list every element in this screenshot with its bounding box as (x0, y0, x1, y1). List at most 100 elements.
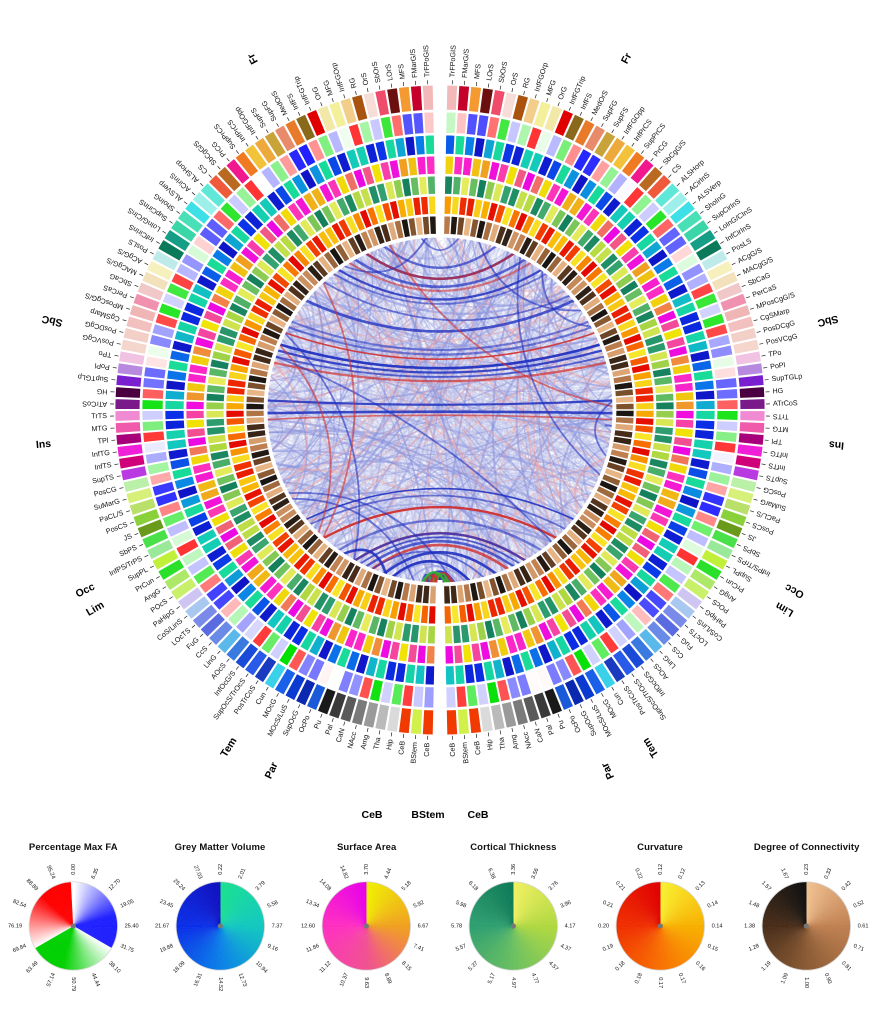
metric-segment (651, 217, 675, 240)
lobe-group-label: Par (263, 760, 281, 780)
metric-segment (286, 201, 305, 222)
legend-tick-label: 23.45 (158, 899, 173, 910)
region-label: Hip (484, 739, 494, 751)
legend-tick-label: 0.90 (823, 972, 833, 984)
region-label: JS (746, 532, 757, 544)
metric-segment (267, 313, 288, 329)
metric-segment (326, 155, 343, 178)
metric-segment (640, 276, 661, 294)
legend-tick-label: 14.08 (318, 878, 332, 892)
metric-segment (620, 245, 641, 265)
metric-segment (599, 549, 619, 568)
metric-segment (414, 216, 424, 236)
metric-segment (414, 135, 426, 156)
legend-tick-label: 0.33 (824, 868, 834, 880)
metric-segment (614, 238, 635, 258)
metric-segment (302, 608, 320, 629)
metric-segment (520, 214, 536, 235)
metric-segment (479, 640, 492, 661)
metric-segment (396, 601, 408, 622)
region-segment (263, 661, 287, 690)
metric-segment (173, 330, 196, 345)
region-segment (583, 667, 607, 696)
region-segment (726, 315, 755, 334)
metric-segment (230, 453, 251, 465)
metric-segment (205, 544, 228, 564)
metric-segment (287, 547, 306, 566)
region-label: CaN (334, 727, 347, 743)
region-segment (637, 165, 664, 193)
region-segment (216, 165, 243, 193)
metric-segment (521, 171, 537, 192)
metric-segment (235, 186, 258, 209)
metric-segment (637, 201, 661, 224)
region-segment (602, 136, 627, 165)
metric-segment (330, 221, 347, 242)
metric-segment (525, 669, 543, 694)
region-segment (715, 518, 744, 539)
region-label: InfTG (91, 448, 110, 459)
metric-segment (367, 184, 381, 205)
metric-segment (425, 155, 436, 175)
metric-segment (465, 684, 479, 708)
metric-segment (632, 370, 652, 382)
metric-segment (627, 294, 648, 311)
metric-segment (142, 430, 166, 443)
region-label: PoPl (770, 360, 787, 371)
metric-segment (250, 448, 271, 460)
metric-segment (334, 242, 351, 263)
metric-segment (421, 215, 431, 236)
metric-segment (250, 265, 271, 284)
region-segment (490, 703, 506, 731)
legend-tick-label: 1.09 (781, 972, 791, 984)
metric-segment (421, 584, 431, 605)
metric-segment (248, 367, 269, 378)
region-segment (479, 705, 494, 733)
metric-segment (208, 367, 228, 379)
metric-segment (465, 197, 476, 218)
legend-tick-label: 0.23 (804, 864, 810, 875)
region-segment (141, 270, 170, 292)
metric-segment (158, 302, 182, 320)
metric-segment (243, 617, 265, 642)
metric-segment (161, 510, 186, 528)
metric-segment (317, 662, 335, 686)
metric-segment (327, 200, 344, 221)
metric-segment (272, 587, 291, 607)
legend-wheel-title: Surface Area (336, 842, 397, 853)
metric-segment (292, 249, 311, 268)
region-segment (151, 249, 180, 272)
metric-segment (225, 410, 245, 418)
metric-segment (554, 634, 572, 657)
metric-segment (290, 173, 310, 196)
metric-segment (394, 137, 407, 158)
metric-segment (227, 193, 250, 217)
metric-segment (426, 175, 436, 195)
metric-segment (195, 274, 218, 292)
metric-segment (354, 145, 370, 167)
lobe-group-label: Tem (218, 735, 239, 759)
metric-segment (493, 596, 507, 617)
metric-segment (229, 224, 251, 245)
region-label: RG (520, 76, 532, 89)
metric-segment (188, 444, 209, 457)
metric-segment (563, 243, 582, 264)
legend-tick-label: 13.34 (305, 899, 320, 910)
metric-segment (196, 327, 218, 342)
metric-segment (245, 562, 266, 582)
metric-segment (326, 642, 343, 665)
metric-segment (343, 606, 359, 627)
metric-segment (675, 410, 695, 420)
metric-segment (540, 574, 557, 595)
region-segment (661, 191, 689, 217)
metric-segment (707, 471, 731, 487)
region-segment (122, 327, 151, 344)
metric-segment (445, 665, 456, 686)
legend-wheel: Grey Matter Volume 0.22 2.01 3.79 5.58 7.37 9.… (147, 828, 294, 1009)
metric-segment (569, 523, 589, 541)
region-segment (132, 508, 161, 528)
legend-wheel-title: Grey Matter Volume (174, 842, 266, 853)
legend-tick-label: 0.61 (858, 923, 869, 929)
metric-segment (344, 214, 360, 235)
region-segment (620, 642, 646, 670)
